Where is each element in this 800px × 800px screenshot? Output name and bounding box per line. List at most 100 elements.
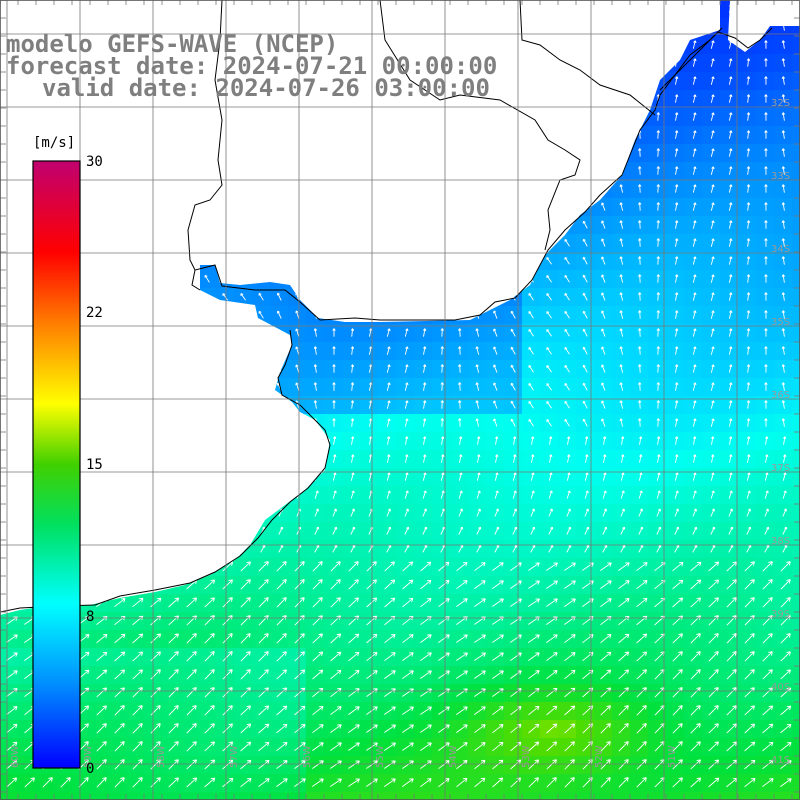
wave-cell xyxy=(162,702,181,721)
wave-cell xyxy=(720,144,739,163)
wave-cell xyxy=(468,504,487,523)
wave-cell xyxy=(648,180,667,199)
wave-arrow xyxy=(782,436,787,445)
wave-cell xyxy=(0,720,19,739)
wave-arrow xyxy=(601,346,606,355)
wave-cell xyxy=(504,702,523,721)
wave-arrow xyxy=(582,292,588,301)
wave-arrow xyxy=(638,436,643,445)
wave-arrow xyxy=(728,166,733,175)
wave-cell xyxy=(648,216,667,235)
wave-cell xyxy=(522,432,541,451)
wave-arrow xyxy=(456,777,468,788)
wave-cell xyxy=(252,756,271,775)
wave-cell xyxy=(342,450,361,469)
wave-arrow xyxy=(710,184,715,193)
wave-cell xyxy=(594,738,613,757)
wave-arrow xyxy=(726,651,737,662)
wave-arrow xyxy=(564,382,570,391)
wave-arrow xyxy=(602,472,607,481)
wave-arrow xyxy=(601,328,606,337)
wave-arrow xyxy=(746,130,751,139)
wave-cell xyxy=(306,684,325,703)
wave-cell xyxy=(792,90,800,109)
wave-arrow xyxy=(600,562,612,571)
wave-cell xyxy=(180,702,199,721)
wave-cell xyxy=(234,558,253,577)
wave-arrow xyxy=(512,472,517,481)
wave-cell xyxy=(306,648,325,667)
wave-cell xyxy=(468,342,487,361)
wave-cell xyxy=(648,756,667,775)
wave-arrow xyxy=(204,651,215,662)
wave-cell xyxy=(792,162,800,181)
wave-arrow xyxy=(692,292,697,301)
wave-cell xyxy=(720,198,739,217)
wave-arrow xyxy=(222,615,233,626)
wave-cell xyxy=(504,486,523,505)
wave-cell xyxy=(378,522,397,541)
wave-cell xyxy=(486,558,505,577)
wave-cell xyxy=(612,612,631,631)
wave-arrow xyxy=(764,292,768,301)
wave-cell xyxy=(738,558,757,577)
wave-arrow xyxy=(600,723,611,734)
wave-arrow xyxy=(747,454,751,463)
wave-arrow xyxy=(422,418,427,427)
wave-arrow xyxy=(674,202,679,211)
wave-cell xyxy=(396,342,415,361)
wave-cell xyxy=(792,684,800,703)
wave-cell xyxy=(126,720,145,739)
wave-arrow xyxy=(638,544,644,553)
wave-cell xyxy=(792,198,800,217)
wave-cell xyxy=(342,576,361,595)
wave-cell xyxy=(576,702,595,721)
wave-cell xyxy=(450,342,469,361)
wave-cell xyxy=(630,162,649,181)
wave-cell xyxy=(450,540,469,559)
wave-cell xyxy=(558,468,577,487)
wave-cell xyxy=(720,126,739,145)
wave-arrow xyxy=(781,346,786,355)
wave-arrow xyxy=(781,202,786,211)
wave-cell xyxy=(432,558,451,577)
wave-arrow xyxy=(728,400,733,409)
wave-cell xyxy=(522,522,541,541)
wave-cell xyxy=(720,702,739,721)
wave-cell xyxy=(774,360,793,379)
wave-cell xyxy=(342,396,361,415)
wave-cell xyxy=(270,702,289,721)
wave-cell xyxy=(216,702,235,721)
wave-cell xyxy=(432,666,451,685)
wave-arrow xyxy=(492,634,504,643)
wave-arrow xyxy=(6,634,18,643)
wave-arrow xyxy=(564,238,570,247)
wave-arrow xyxy=(601,220,606,229)
wave-arrow xyxy=(783,454,787,463)
wave-arrow xyxy=(474,634,486,643)
wave-cell xyxy=(342,594,361,613)
wave-arrow xyxy=(350,508,355,517)
wave-cell xyxy=(702,342,721,361)
wave-cell xyxy=(486,756,505,775)
wave-cell xyxy=(396,702,415,721)
wave-arrow xyxy=(168,597,180,608)
wave-cell xyxy=(684,162,703,181)
wave-cell xyxy=(378,612,397,631)
wave-arrow xyxy=(438,634,450,643)
wave-arrow xyxy=(744,633,755,644)
wave-cell xyxy=(486,576,505,595)
wave-cell xyxy=(666,108,685,127)
wave-cell xyxy=(324,630,343,649)
wave-cell xyxy=(432,648,451,667)
wave-arrow xyxy=(762,723,774,734)
longitude-label: 53W xyxy=(521,745,532,768)
wave-cell xyxy=(360,378,379,397)
wave-arrow xyxy=(276,633,287,644)
wave-arrow xyxy=(726,615,737,626)
longitude-label: 56W xyxy=(302,745,313,768)
wave-arrow xyxy=(204,669,215,680)
wave-cell xyxy=(288,594,307,613)
wave-arrow xyxy=(638,274,642,283)
wave-arrow xyxy=(114,669,126,680)
